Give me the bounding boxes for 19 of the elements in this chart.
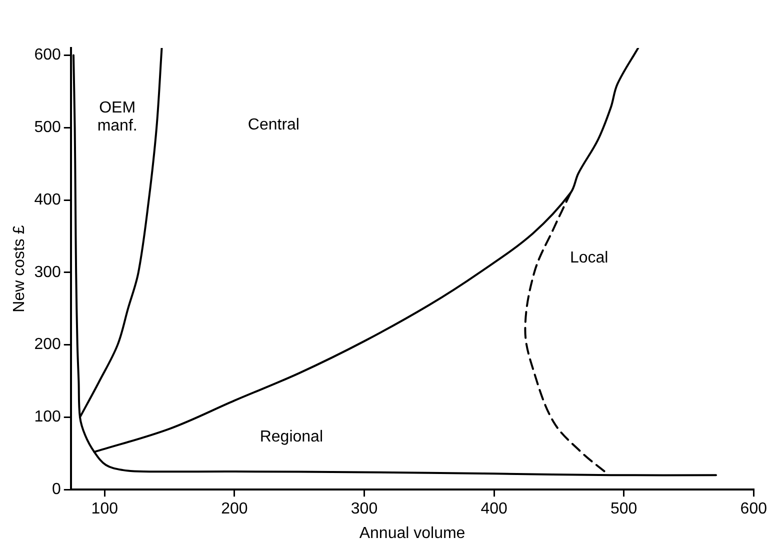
x-tick-label: 200 xyxy=(221,500,248,518)
y-tick-label: 300 xyxy=(34,264,61,281)
annotation: Regional xyxy=(260,428,324,446)
y-tick-label: 200 xyxy=(34,336,61,354)
x-tick-label: 600 xyxy=(740,500,768,518)
annotation: Central xyxy=(248,116,300,134)
annotation: OEM manf. xyxy=(97,100,138,135)
y-tick-label: 500 xyxy=(34,119,61,136)
y-tick-label: 100 xyxy=(34,408,61,426)
y-tick-label: 400 xyxy=(34,191,61,208)
y-axis-title: New costs £ xyxy=(11,225,28,312)
x-tick-label: 100 xyxy=(91,500,118,518)
x-tick-label: 400 xyxy=(480,500,508,518)
y-tick-label: 0 xyxy=(52,481,61,498)
x-tick-label: 300 xyxy=(350,500,378,518)
y-tick-label: 600 xyxy=(34,46,61,64)
x-axis-title: Annual volume xyxy=(359,524,466,542)
annotation: Local xyxy=(570,250,608,267)
x-tick-label: 500 xyxy=(610,500,638,518)
